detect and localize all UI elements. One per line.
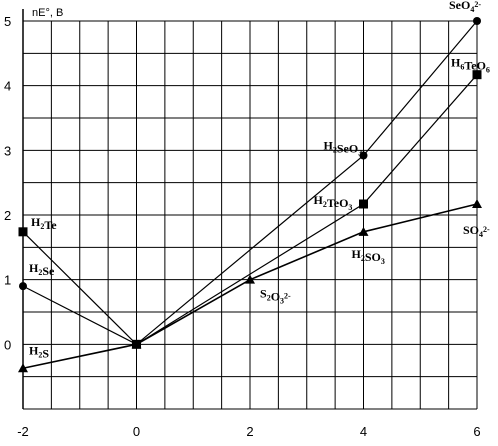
point-label: H2TeO3 (314, 193, 353, 212)
point-marker-triangle (358, 226, 369, 236)
point-marker-circle (19, 282, 27, 291)
point-labels: H2Se H2SeO3 SeO42- H2Te H2TeO3 H6TeO6 H2S S2O32… (29, 0, 490, 360)
point-label: H6TeO6 (451, 56, 490, 75)
point-marker-triangle (245, 274, 255, 284)
point-label: S2O32- (260, 287, 291, 306)
point-label: H2Se (29, 261, 55, 278)
point-label: SeO42- (449, 0, 481, 14)
y-tick-label: 1 (4, 273, 11, 288)
point-label: SO42- (463, 223, 490, 239)
point-marker-square (472, 70, 482, 80)
tick-labels: -2 0 2 4 6 0 1 2 3 4 5 (4, 14, 481, 439)
x-tick-label: 6 (473, 424, 480, 439)
point-marker-triangle (131, 339, 142, 349)
point-marker-triangle (472, 199, 482, 209)
x-tick-label: 2 (246, 424, 253, 439)
series-markers (18, 17, 482, 373)
y-axis-label: nE°, B (32, 7, 63, 19)
point-marker-square (18, 227, 28, 237)
x-tick-label: 4 (360, 424, 367, 439)
x-tick-label: 0 (133, 424, 140, 439)
point-marker-triangle (18, 363, 28, 373)
y-tick-label: 5 (4, 14, 11, 29)
y-tick-label: 2 (4, 208, 11, 223)
grid (22, 20, 478, 410)
y-tick-label: 0 (4, 337, 11, 352)
point-marker-square (359, 199, 368, 209)
y-tick-label: 3 (4, 143, 11, 158)
point-label: H2SeO3 (324, 139, 363, 158)
series-line-circle (22, 20, 478, 346)
x-tick-label: -2 (17, 424, 29, 439)
point-label: H2Te (31, 215, 57, 232)
series-line-square (22, 74, 478, 346)
point-marker-circle (359, 151, 368, 160)
point-label: H2SO3 (352, 247, 385, 266)
point-marker-circle (473, 17, 481, 25)
y-tick-label: 4 (4, 79, 11, 94)
point-label: H2S (29, 343, 49, 360)
